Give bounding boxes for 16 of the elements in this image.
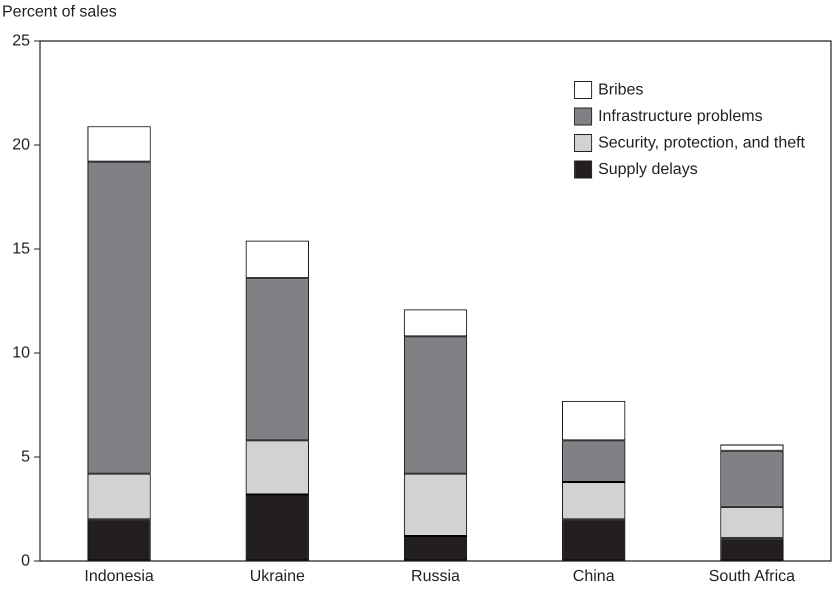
x-tick-label: South Africa	[708, 568, 796, 586]
x-tick-label: Indonesia	[84, 568, 154, 586]
y-tick-label: 20	[12, 136, 30, 154]
legend-label: Security, protection, and theft	[598, 134, 806, 152]
y-tick-label: 25	[12, 32, 30, 50]
x-tick-label: Ukraine	[250, 568, 305, 586]
legend-label: Supply delays	[598, 160, 698, 178]
x-tick-label: China	[572, 568, 615, 586]
y-tick-label: 5	[21, 448, 30, 466]
legend-label: Infrastructure problems	[598, 108, 763, 125]
y-tick-label: 10	[12, 344, 30, 362]
y-axis-title: Percent of sales	[2, 3, 117, 20]
x-tick-label: Russia	[411, 568, 460, 586]
y-tick-label: 0	[21, 552, 30, 570]
legend-label: Bribes	[598, 81, 644, 98]
y-tick-label: 15	[12, 240, 30, 258]
